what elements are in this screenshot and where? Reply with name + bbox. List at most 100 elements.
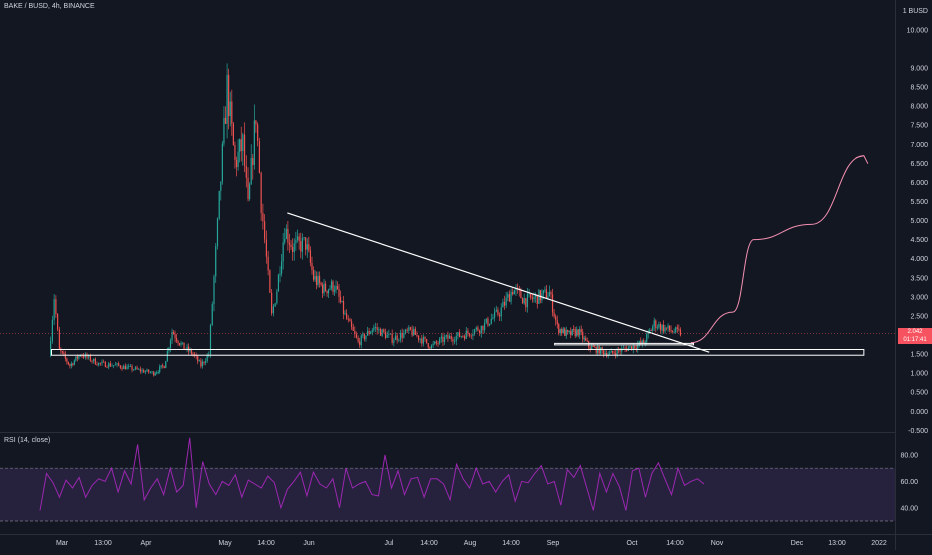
candle-body [432,343,434,346]
candle-body [300,241,302,252]
x-tick-label: Apr [141,540,153,547]
candle-body [187,346,190,352]
candle-body [336,286,339,289]
candle-body [673,332,675,333]
candle-body [452,339,454,342]
candle-body [101,361,103,364]
candle-body [163,366,165,369]
candle-body [67,361,69,365]
candle-body [635,348,637,350]
candle-body [468,333,471,336]
candle-body [151,371,153,373]
candle-body [357,337,359,342]
candle-body [221,143,223,182]
candle-body [442,336,444,343]
candle-body [172,331,175,335]
candle-body [526,293,529,308]
candle-body [129,365,131,367]
candle-body [96,364,98,366]
rsi-title: RSI (14, close) [4,437,51,444]
candle-body [417,335,420,340]
rsi-line [39,437,705,511]
candle-body [525,298,527,308]
candle-body [416,334,418,336]
candle-body [443,336,446,343]
candle-body [81,355,83,357]
x-tick-label: 13:00 [94,540,112,547]
candle-body [216,218,219,247]
price-badge: 2.042 01:17:41 [898,328,932,344]
candle-body [285,228,287,239]
candle-body [245,165,247,178]
candle-body [376,327,378,330]
candle-body [646,333,648,343]
candle-body [556,320,558,325]
candle-body [545,289,548,299]
candle-body [247,177,249,200]
candle-body [675,327,677,333]
candle-body [482,325,484,331]
candle-body [647,331,649,334]
candle-body [98,362,100,366]
candle-body [421,338,423,344]
candle-body [447,335,449,339]
candle-body [195,355,197,357]
candle-body [177,340,179,344]
candle-body [637,344,639,349]
candle-body [303,237,305,239]
candle-body [108,363,110,368]
candle-body [111,365,113,367]
candle-body [204,361,207,363]
candle-body [224,117,227,124]
candle-body [613,352,615,354]
candle-body [485,318,487,323]
candle-body [650,330,652,331]
time-scale-separator [0,534,932,535]
candle-body [561,329,563,334]
candle-body [181,342,184,344]
candle-body [502,301,504,308]
candle-body [335,286,337,290]
candle-body [406,329,408,331]
candle-body [520,290,522,299]
y-tick-label: -0.500 [908,428,928,435]
candle-body [183,342,185,349]
candle-body [189,349,191,352]
candle-body [553,312,555,317]
candle-body [360,335,362,346]
x-axis: Mar 13:00 Apr May 14:00 Jun Jul 14:00 Aug 14:00 Se… [56,540,887,547]
candle-body [84,354,86,358]
candle-body [324,283,327,291]
candle-body [429,347,431,349]
candle-body [393,340,395,343]
candle-body [536,294,538,304]
candle-body [384,332,387,338]
candle-body [146,369,148,372]
candle-body [523,298,525,304]
candle-body [309,250,312,263]
candle-body [567,330,569,332]
candle-body [490,318,492,324]
candle-body [594,346,596,348]
candle-body [218,190,220,219]
candle-body [89,355,91,361]
candle-body [280,261,283,274]
candle-body [571,329,573,336]
candle-body [622,347,625,349]
candle-body [165,361,167,369]
y-tick-label: 9.000 [910,65,928,72]
candle-body [119,365,121,368]
candle-body [83,356,85,358]
candle-body [492,317,494,319]
candle-body [126,366,128,370]
candle-body [312,270,315,280]
candle-body [323,283,325,294]
candle-body [128,365,130,367]
candle-body [612,350,614,353]
candle-body [58,329,60,349]
candle-body [398,339,400,341]
candle-body [306,244,308,250]
candle-body [359,341,361,346]
